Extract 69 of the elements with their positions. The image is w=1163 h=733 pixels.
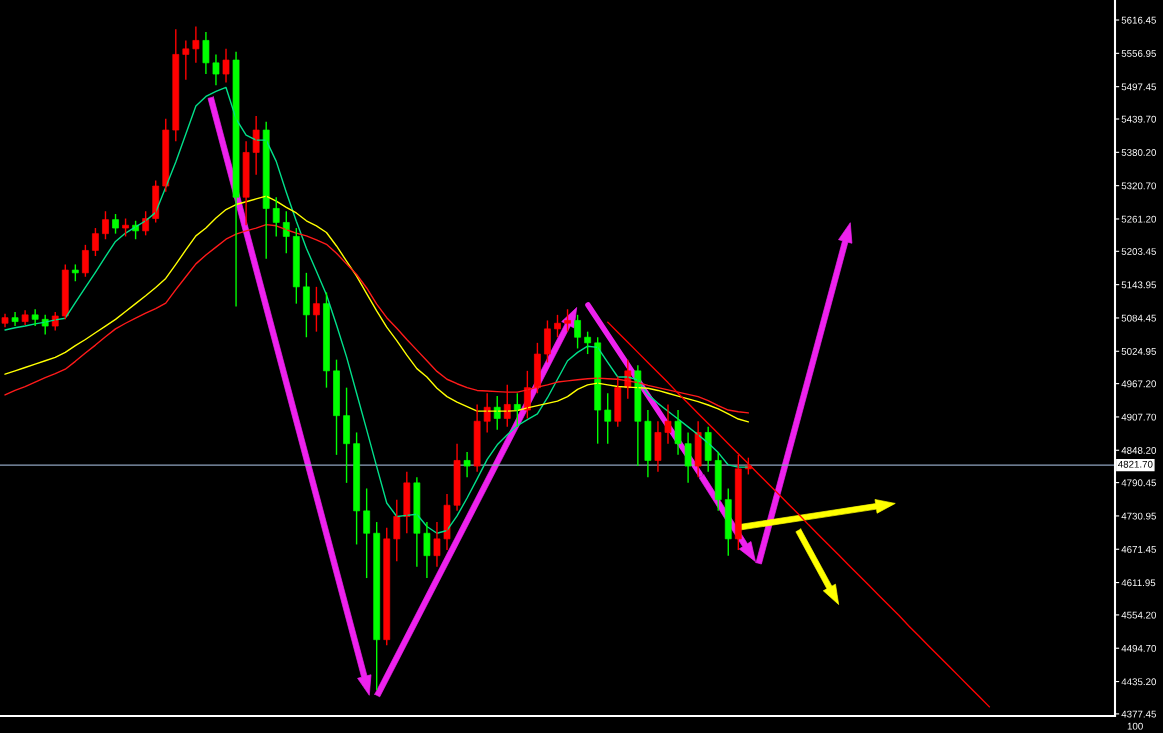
candlestick	[92, 227, 99, 257]
candlestick	[684, 431, 692, 484]
y-tick-label: 5380.20	[1121, 149, 1157, 156]
y-tick-label: 5320.70	[1121, 182, 1157, 190]
line-series	[4, 223, 750, 414]
y-tick-label: 5616.45	[1121, 16, 1156, 24]
candlestick	[212, 53, 220, 86]
candlestick	[614, 375, 622, 428]
candlestick	[102, 210, 109, 240]
ref-line-label: 4821.70	[1118, 460, 1153, 468]
candlestick	[584, 330, 591, 355]
candlestick	[604, 392, 612, 445]
y-tick-label: 4848.20	[1121, 447, 1157, 454]
candlestick	[11, 311, 19, 327]
candlestick	[323, 291, 330, 389]
candlestick	[112, 213, 119, 235]
candlestick	[333, 358, 340, 456]
candlestick	[61, 263, 69, 321]
candlestick	[544, 319, 551, 364]
candlestick	[664, 403, 672, 445]
candlestick	[453, 442, 461, 512]
candlestick	[51, 311, 59, 332]
candlestick	[353, 431, 360, 546]
candlestick	[21, 309, 29, 326]
candlestick	[393, 498, 401, 562]
candlestick	[303, 272, 310, 338]
candlestick	[363, 487, 371, 579]
candlestick	[383, 526, 391, 646]
candlestick	[343, 386, 350, 484]
candlestick	[463, 451, 471, 478]
y-tick-label: 4967.20	[1121, 380, 1157, 388]
candlestick	[222, 48, 230, 84]
candlestick	[654, 420, 662, 473]
y-tick-label: 4611.95	[1121, 579, 1156, 587]
candlestick	[574, 314, 581, 350]
y-tick-label: 4907.70	[1121, 413, 1157, 421]
candlestick	[473, 403, 481, 473]
y-tick-label: 5261.20	[1121, 215, 1157, 223]
candlestick	[172, 28, 180, 142]
y-tick-label: 4730.95	[1121, 512, 1156, 520]
candlestick	[714, 451, 722, 512]
y-tick-label: 4377.45	[1121, 710, 1156, 718]
text: 100	[1127, 722, 1143, 730]
y-tick-label: 5024.95	[1121, 348, 1156, 355]
y-tick-label: 5143.95	[1121, 281, 1156, 289]
y-tick-label: 4671.45	[1121, 545, 1156, 553]
line-series	[607, 321, 991, 708]
candlestick	[644, 409, 652, 478]
y-tick-label: 5084.45	[1121, 314, 1156, 322]
candlestick	[272, 196, 280, 238]
candlestick	[433, 521, 441, 568]
y-tick-label: 4790.45	[1121, 479, 1156, 487]
line-series	[4, 195, 750, 423]
y-tick-label: 4554.20	[1121, 611, 1157, 619]
candlestick	[313, 286, 320, 333]
candlestick	[1, 313, 9, 328]
candlestick	[564, 308, 571, 333]
candlestick	[554, 314, 561, 338]
candlestick	[734, 454, 742, 551]
y-tick-label: 5556.95	[1121, 50, 1156, 57]
candlestick	[31, 308, 39, 327]
y-tick-label: 4435.20	[1121, 678, 1157, 686]
y-tick-label: 5439.70	[1121, 115, 1157, 123]
y-tick-label: 5497.45	[1121, 83, 1156, 91]
line-series	[4, 86, 750, 534]
y-tick-label: 4494.70	[1121, 644, 1157, 652]
candlestick	[724, 487, 732, 557]
candlestick	[242, 140, 250, 226]
y-tick-label: 5203.45	[1121, 248, 1156, 255]
